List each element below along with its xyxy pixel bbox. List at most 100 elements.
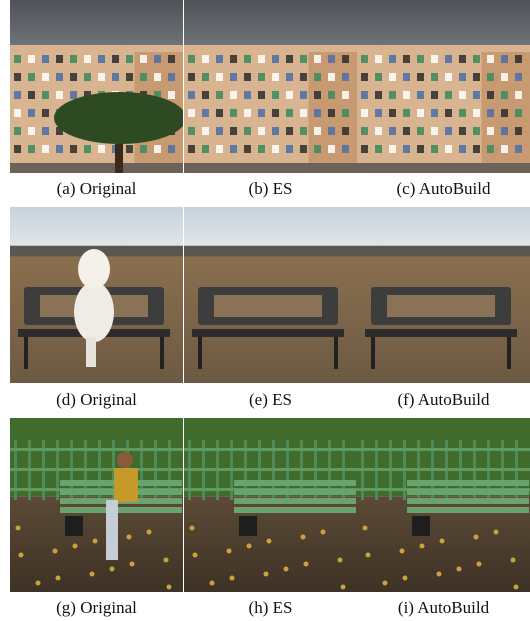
sky	[184, 207, 357, 251]
window	[272, 73, 279, 81]
leaf	[457, 567, 462, 572]
window	[98, 145, 105, 153]
window	[403, 127, 410, 135]
panel-caption: (f) AutoBuild	[397, 390, 490, 409]
leaf	[167, 585, 172, 590]
window	[417, 145, 424, 153]
window	[403, 145, 410, 153]
window	[501, 145, 508, 153]
window	[258, 127, 265, 135]
window	[431, 145, 438, 153]
window	[230, 127, 237, 135]
window	[501, 91, 508, 99]
window	[417, 91, 424, 99]
leaf	[90, 572, 95, 577]
window	[14, 91, 21, 99]
leaf	[56, 576, 61, 581]
window	[501, 55, 508, 63]
window	[216, 127, 223, 135]
leaf	[383, 581, 388, 586]
window	[459, 145, 466, 153]
leaf	[420, 544, 425, 549]
window	[244, 145, 251, 153]
window	[230, 73, 237, 81]
window	[272, 127, 279, 135]
window	[188, 91, 195, 99]
window	[459, 55, 466, 63]
panel-caption: (b) ES	[249, 179, 293, 198]
window	[342, 91, 349, 99]
window	[314, 91, 321, 99]
window	[431, 109, 438, 117]
window	[230, 91, 237, 99]
leaf	[19, 553, 24, 558]
window	[42, 73, 49, 81]
panel-caption: (c) AutoBuild	[397, 179, 491, 198]
window	[42, 127, 49, 135]
window	[487, 145, 494, 153]
window	[487, 73, 494, 81]
leaf	[267, 539, 272, 544]
girl-head	[117, 452, 133, 468]
window	[188, 55, 195, 63]
window	[314, 127, 321, 135]
window	[286, 55, 293, 63]
leaf	[127, 535, 132, 540]
window	[216, 73, 223, 81]
fence-rail	[184, 468, 357, 471]
window	[98, 73, 105, 81]
window	[487, 109, 494, 117]
figure-panel	[184, 418, 357, 592]
window	[244, 73, 251, 81]
window	[216, 109, 223, 117]
bench-slat	[407, 489, 529, 495]
street	[10, 163, 183, 173]
window	[272, 91, 279, 99]
window	[375, 91, 382, 99]
window	[361, 145, 368, 153]
window	[473, 109, 480, 117]
dog-leg	[86, 337, 96, 367]
window	[244, 91, 251, 99]
window	[342, 55, 349, 63]
window	[168, 145, 175, 153]
window	[431, 73, 438, 81]
window	[417, 127, 424, 135]
window	[258, 109, 265, 117]
window	[473, 91, 480, 99]
window	[445, 145, 452, 153]
bench-leg	[412, 516, 430, 536]
sky	[357, 207, 530, 251]
sky	[10, 207, 183, 251]
window	[515, 73, 522, 81]
leaf	[93, 539, 98, 544]
window	[445, 127, 452, 135]
window	[403, 109, 410, 117]
leaf	[474, 535, 479, 540]
leaf	[227, 549, 232, 554]
leaf	[147, 530, 152, 535]
window	[202, 127, 209, 135]
window	[417, 73, 424, 81]
window	[230, 109, 237, 117]
window	[230, 55, 237, 63]
window	[431, 91, 438, 99]
leaf	[16, 526, 21, 531]
window	[361, 109, 368, 117]
window	[445, 109, 452, 117]
window	[188, 145, 195, 153]
leaf	[363, 526, 368, 531]
window	[300, 55, 307, 63]
window	[375, 73, 382, 81]
window	[361, 55, 368, 63]
window	[328, 109, 335, 117]
leaf	[36, 581, 41, 586]
window	[98, 55, 105, 63]
window	[403, 55, 410, 63]
window	[328, 91, 335, 99]
window	[445, 73, 452, 81]
window	[70, 145, 77, 153]
window	[515, 127, 522, 135]
fence-rail	[357, 468, 530, 471]
window	[286, 73, 293, 81]
